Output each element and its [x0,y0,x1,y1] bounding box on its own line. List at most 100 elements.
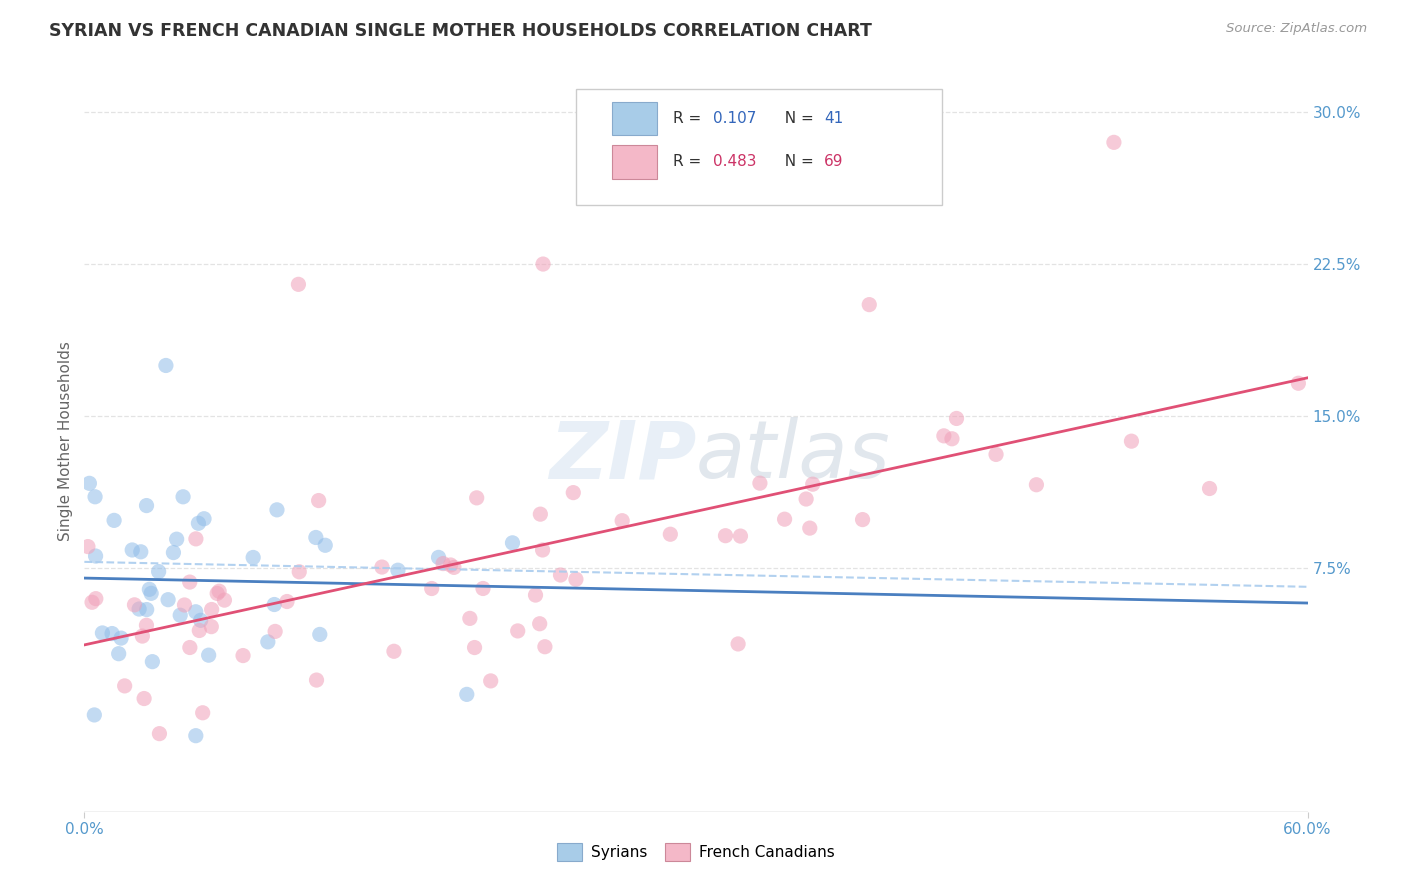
Point [205,586,228,600]
Point [84,591,107,606]
Point [91,626,114,640]
Point [148,726,170,740]
Point [730,529,752,543]
Point [208,584,231,599]
Point [124,598,146,612]
Point [794,491,817,506]
Point [288,565,311,579]
Text: atlas: atlas [696,417,891,495]
Point [191,706,214,720]
Point [371,560,394,574]
Text: N =: N = [775,154,818,169]
Point [162,545,184,559]
Point [155,359,177,373]
Point [193,512,215,526]
Point [266,503,288,517]
Point [179,640,201,655]
Point [858,298,880,312]
Point [1025,477,1047,491]
Point [135,499,157,513]
Point [187,516,209,531]
Point [458,611,481,625]
Point [242,550,264,565]
Text: 0.483: 0.483 [713,154,756,169]
Point [773,512,796,526]
Point [565,572,588,586]
Point [529,616,551,631]
Point [529,507,551,521]
Point [502,536,524,550]
Point [114,679,136,693]
Point [305,531,328,545]
Y-axis label: Single Mother Households: Single Mother Households [58,342,73,541]
Point [427,550,450,565]
Point [129,545,152,559]
Point [184,729,207,743]
Point [80,595,103,609]
Point [188,624,211,638]
Point [1286,376,1309,391]
Point [506,624,529,638]
Point [439,558,461,572]
Point [148,565,170,579]
Point [464,640,486,655]
Point [531,543,554,558]
Point [200,620,222,634]
Point [420,582,443,596]
Point [101,626,124,640]
Legend: Syrians, French Canadians: Syrians, French Canadians [551,838,841,867]
Point [472,582,495,596]
Point [308,627,330,641]
Text: N =: N = [775,111,818,126]
Point [659,527,682,541]
Point [387,563,409,577]
Point [727,637,749,651]
Point [132,691,155,706]
Text: Source: ZipAtlas.com: Source: ZipAtlas.com [1226,22,1367,36]
Point [1121,434,1143,449]
Point [524,588,547,602]
Point [232,648,254,663]
Point [135,602,157,616]
Point [263,598,285,612]
Point [84,490,107,504]
Point [550,568,572,582]
Point [257,635,280,649]
Point [84,549,107,563]
Text: R =: R = [673,111,707,126]
Point [172,490,194,504]
Point [932,429,955,443]
Point [135,618,157,632]
Point [984,447,1007,461]
Point [941,432,963,446]
Point [79,476,101,491]
Point [184,532,207,546]
Point [945,411,967,425]
Text: 0.107: 0.107 [713,111,756,126]
Point [1102,136,1125,150]
Point [264,624,287,639]
Point [465,491,488,505]
Point [534,640,557,654]
Point [103,513,125,527]
Text: SYRIAN VS FRENCH CANADIAN SINGLE MOTHER HOUSEHOLDS CORRELATION CHART: SYRIAN VS FRENCH CANADIAN SINGLE MOTHER … [49,22,872,40]
Point [799,521,821,535]
Point [562,485,585,500]
Text: ZIP: ZIP [548,417,696,495]
Point [612,514,634,528]
Point [107,647,129,661]
Point [110,631,132,645]
Point [190,613,212,627]
Point [83,707,105,722]
Point [121,543,143,558]
Point [184,605,207,619]
Point [1198,482,1220,496]
Point [531,257,554,271]
Point [157,592,180,607]
Point [138,582,160,597]
Point [128,602,150,616]
Point [443,560,465,574]
Point [77,540,100,554]
Point [308,493,330,508]
Point [851,512,873,526]
